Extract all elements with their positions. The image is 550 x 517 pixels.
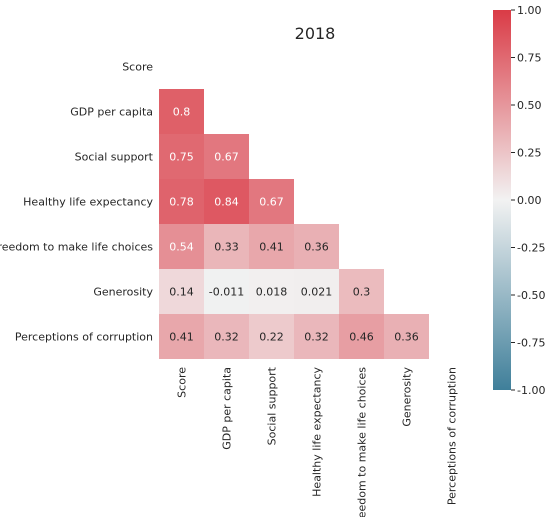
cell-perceptions-of-corruption-x-healthy-life-expectancy-label: 0.32 [304, 331, 329, 344]
cell-perceptions-of-corruption-x-generosity-label: 0.36 [394, 331, 419, 344]
cell-freedom-to-make-life-choices-x-score [159, 224, 204, 269]
cell-generosity-x-score [159, 269, 204, 314]
cell-perceptions-of-corruption-x-gdp-per-capita-label: 0.32 [214, 331, 239, 344]
cell-healthy-life-expectancy-x-social-support-label: 0.67 [259, 196, 284, 209]
cell-generosity-x-freedom-to-make-life-choices [339, 269, 384, 314]
cell-perceptions-of-corruption-x-gdp-per-capita [204, 314, 249, 359]
cell-healthy-life-expectancy-x-gdp-per-capita-label: 0.84 [214, 196, 239, 209]
cell-perceptions-of-corruption-x-social-support [249, 314, 294, 359]
cell-freedom-to-make-life-choices-x-gdp-per-capita [204, 224, 249, 269]
x-tick-score: Score [176, 367, 189, 398]
cell-perceptions-of-corruption-x-score [159, 314, 204, 359]
colorbar-tick-label: 0.25 [517, 147, 542, 160]
cell-healthy-life-expectancy-x-score [159, 179, 204, 224]
cell-social-support-x-gdp-per-capita-label: 0.67 [214, 151, 239, 164]
y-tick-labels: Score GDP per capita Social support Healthy… [0, 61, 154, 344]
x-tick-generosity: Generosity [401, 367, 414, 427]
cell-healthy-life-expectancy-x-gdp-per-capita [204, 179, 249, 224]
heatmap-cells: 0.8 0.75 0.67 0.78 0.84 0.67 0.54 0.33 0.41 0.36 0… [159, 89, 429, 359]
x-tick-healthy-life-expectancy: Healthy life expectancy [311, 367, 324, 497]
cell-generosity-x-gdp-per-capita-label: -0.011 [209, 286, 244, 299]
cell-perceptions-of-corruption-x-social-support-label: 0.22 [259, 331, 284, 344]
x-tick-social-support: Social support [266, 366, 279, 445]
cell-healthy-life-expectancy-x-score-label: 0.78 [169, 196, 194, 209]
cell-social-support-x-gdp-per-capita [204, 134, 249, 179]
cell-generosity-x-score-label: 0.14 [169, 286, 194, 299]
colorbar-tick-label: -0.25 [517, 242, 545, 255]
cell-gdp-per-capita-x-score-label: 0.8 [173, 106, 191, 119]
cell-generosity-x-freedom-to-make-life-choices-label: 0.3 [353, 286, 371, 299]
y-tick-gdp-per-capita: GDP per capita [70, 106, 153, 119]
cell-healthy-life-expectancy-x-social-support [249, 179, 294, 224]
y-tick-freedom-to-make-life-choices: Freedom to make life choices [0, 241, 153, 254]
x-tick-labels: Score GDP per capita Social support Healthy… [176, 366, 459, 517]
cell-freedom-to-make-life-choices-x-gdp-per-capita-label: 0.33 [214, 241, 239, 254]
cell-generosity-x-social-support-label: 0.018 [256, 286, 288, 299]
cell-generosity-x-gdp-per-capita [204, 269, 249, 314]
colorbar-tick-label: 1.00 [517, 4, 542, 17]
cell-perceptions-of-corruption-x-freedom-to-make-life-choices [339, 314, 384, 359]
cell-perceptions-of-corruption-x-healthy-life-expectancy [294, 314, 339, 359]
chart-title: 2018 [295, 24, 336, 43]
x-tick-gdp-per-capita: GDP per capita [221, 367, 234, 450]
y-tick-healthy-life-expectancy: Healthy life expectancy [23, 196, 153, 209]
colorbar-tick-label: -0.75 [517, 337, 545, 350]
colorbar-tick-label: 0.75 [517, 52, 542, 65]
cell-generosity-x-healthy-life-expectancy-label: 0.021 [301, 286, 333, 299]
cell-perceptions-of-corruption-x-generosity [384, 314, 429, 359]
colorbar-tick-label: -0.50 [517, 289, 545, 302]
cell-generosity-x-social-support [249, 269, 294, 314]
colorbar: 1.00 0.75 0.50 0.25 0.00 -0.25 -0.50 -0.75 -1.00 [493, 4, 545, 397]
cell-gdp-per-capita-x-score [159, 89, 204, 134]
colorbar-gradient [493, 10, 511, 390]
cell-freedom-to-make-life-choices-x-healthy-life-expectancy-label: 0.36 [304, 241, 329, 254]
y-tick-score: Score [122, 61, 153, 74]
cell-freedom-to-make-life-choices-x-score-label: 0.54 [169, 241, 194, 254]
colorbar-tick-label: 0.50 [517, 99, 542, 112]
x-tick-perceptions-of-corruption: Perceptions of corruption [446, 367, 459, 505]
colorbar-tick-label: 0.00 [517, 194, 542, 207]
cell-social-support-x-score-label: 0.75 [169, 151, 194, 164]
cell-perceptions-of-corruption-x-score-label: 0.41 [169, 331, 194, 344]
y-tick-social-support: Social support [75, 151, 154, 164]
cell-social-support-x-score [159, 134, 204, 179]
cell-freedom-to-make-life-choices-x-social-support [249, 224, 294, 269]
colorbar-tick-label: -1.00 [517, 384, 545, 397]
y-tick-generosity: Generosity [93, 286, 153, 299]
cell-freedom-to-make-life-choices-x-social-support-label: 0.41 [259, 241, 284, 254]
y-tick-perceptions-of-corruption: Perceptions of corruption [15, 331, 153, 344]
cell-generosity-x-healthy-life-expectancy [294, 269, 339, 314]
cell-perceptions-of-corruption-x-freedom-to-make-life-choices-label: 0.46 [349, 331, 374, 344]
cell-freedom-to-make-life-choices-x-healthy-life-expectancy [294, 224, 339, 269]
x-tick-freedom-to-make-life-choices: Freedom to make life choices [356, 367, 369, 517]
